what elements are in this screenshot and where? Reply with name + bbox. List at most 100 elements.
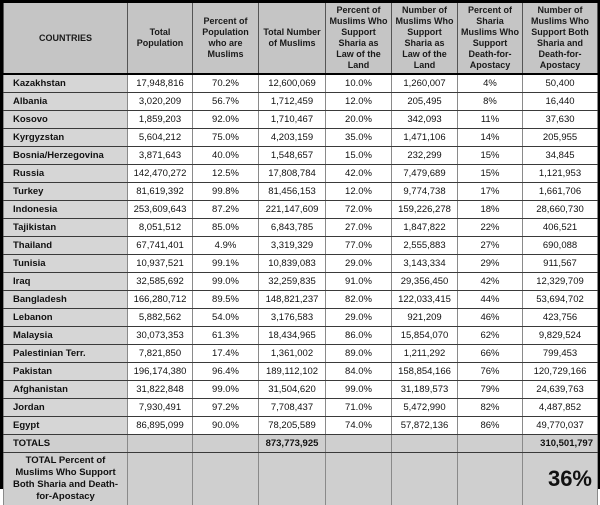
value-cell: 27% (458, 237, 523, 255)
value-cell: 99.0% (193, 273, 259, 291)
totals-total-both: 310,501,797 (523, 435, 598, 453)
value-cell: 18,434,965 (259, 327, 326, 345)
value-cell: 10.0% (326, 74, 392, 93)
value-cell: 90.0% (193, 417, 259, 435)
value-cell: 78,205,589 (259, 417, 326, 435)
value-cell: 16,440 (523, 93, 598, 111)
value-cell: 82% (458, 399, 523, 417)
value-cell: 196,174,380 (128, 363, 193, 381)
value-cell: 159,226,278 (392, 201, 458, 219)
value-cell: 49,770,037 (523, 417, 598, 435)
value-cell: 1,859,203 (128, 111, 193, 129)
col-header-total-muslims: Total Number of Muslims (259, 3, 326, 74)
totals-total-muslims: 873,773,925 (259, 435, 326, 453)
value-cell: 690,088 (523, 237, 598, 255)
value-cell: 29% (458, 255, 523, 273)
value-cell: 7,821,850 (128, 345, 193, 363)
value-cell: 221,147,609 (259, 201, 326, 219)
value-cell: 799,453 (523, 345, 598, 363)
value-cell: 15% (458, 147, 523, 165)
value-cell: 37,630 (523, 111, 598, 129)
value-cell: 66% (458, 345, 523, 363)
value-cell: 15.0% (326, 147, 392, 165)
value-cell: 62% (458, 327, 523, 345)
value-cell: 423,756 (523, 309, 598, 327)
value-cell: 97.2% (193, 399, 259, 417)
col-header-number-support-sharia: Number of Muslims Who Support Sharia as … (392, 3, 458, 74)
value-cell: 71.0% (326, 399, 392, 417)
value-cell: 17% (458, 183, 523, 201)
country-cell: Kazakhstan (4, 74, 128, 93)
value-cell: 166,280,712 (128, 291, 193, 309)
value-cell: 1,847,822 (392, 219, 458, 237)
value-cell: 1,712,459 (259, 93, 326, 111)
value-cell: 31,822,848 (128, 381, 193, 399)
value-cell: 12.0% (326, 93, 392, 111)
value-cell: 10,937,521 (128, 255, 193, 273)
country-cell: Kyrgyzstan (4, 129, 128, 147)
col-header-number-support-both: Number of Muslims Who Support Both Shari… (523, 3, 598, 74)
value-cell: 86.0% (326, 327, 392, 345)
value-cell: 12,600,069 (259, 74, 326, 93)
value-cell: 87.2% (193, 201, 259, 219)
value-cell: 29.0% (326, 255, 392, 273)
value-cell: 406,521 (523, 219, 598, 237)
value-cell: 34,845 (523, 147, 598, 165)
country-cell: Indonesia (4, 201, 128, 219)
value-cell: 18% (458, 201, 523, 219)
value-cell: 17,948,816 (128, 74, 193, 93)
empty-cell (392, 435, 458, 453)
data-table-frame: COUNTRIES Total Population Percent of Po… (0, 0, 600, 489)
value-cell: 76% (458, 363, 523, 381)
col-header-percent-support-apostacy: Percent of Sharia Muslims Who Support De… (458, 3, 523, 74)
value-cell: 4% (458, 74, 523, 93)
value-cell: 74.0% (326, 417, 392, 435)
value-cell: 31,189,573 (392, 381, 458, 399)
country-cell: Egypt (4, 417, 128, 435)
col-header-total-population: Total Population (128, 3, 193, 74)
value-cell: 56.7% (193, 93, 259, 111)
value-cell: 15% (458, 165, 523, 183)
value-cell: 3,143,334 (392, 255, 458, 273)
country-cell: Turkey (4, 183, 128, 201)
value-cell: 14% (458, 129, 523, 147)
empty-cell (326, 453, 392, 505)
footer-row: TOTAL Percent of Muslims Who Support Bot… (4, 453, 598, 505)
country-cell: Bosnia/Herzegovina (4, 147, 128, 165)
value-cell: 12,329,709 (523, 273, 598, 291)
value-cell: 1,211,292 (392, 345, 458, 363)
value-cell: 1,548,657 (259, 147, 326, 165)
value-cell: 42.0% (326, 165, 392, 183)
value-cell: 20.0% (326, 111, 392, 129)
totals-label: TOTALS (4, 435, 128, 453)
value-cell: 92.0% (193, 111, 259, 129)
country-cell: Afghanistan (4, 381, 128, 399)
value-cell: 5,472,990 (392, 399, 458, 417)
value-cell: 84.0% (326, 363, 392, 381)
value-cell: 17,808,784 (259, 165, 326, 183)
value-cell: 32,585,692 (128, 273, 193, 291)
value-cell: 99.1% (193, 255, 259, 273)
empty-cell (128, 435, 193, 453)
value-cell: 8% (458, 93, 523, 111)
value-cell: 91.0% (326, 273, 392, 291)
value-cell: 32,259,835 (259, 273, 326, 291)
value-cell: 4,487,852 (523, 399, 598, 417)
footer-total-percent: 36% (523, 453, 598, 505)
value-cell: 9,829,524 (523, 327, 598, 345)
value-cell: 1,710,467 (259, 111, 326, 129)
value-cell: 1,471,106 (392, 129, 458, 147)
value-cell: 27.0% (326, 219, 392, 237)
empty-cell (326, 435, 392, 453)
country-cell: Palestinian Terr. (4, 345, 128, 363)
country-cell: Thailand (4, 237, 128, 255)
